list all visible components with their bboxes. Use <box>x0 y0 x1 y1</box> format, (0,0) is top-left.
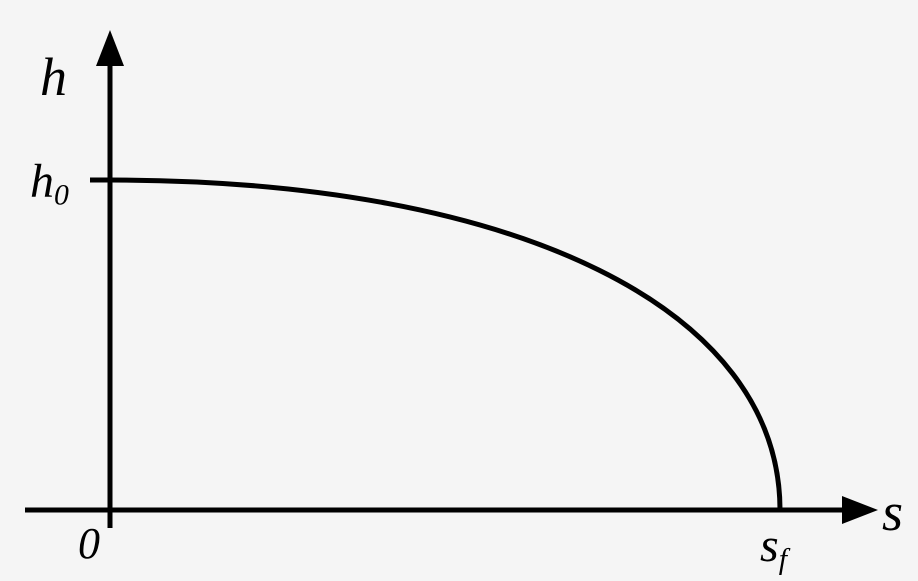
h0-main: h <box>30 155 54 208</box>
y-axis-label: h <box>40 50 67 104</box>
diagram-canvas: h s 0 h0 sf <box>0 0 918 581</box>
sf-sub: f <box>779 542 787 575</box>
plot-svg <box>0 0 918 581</box>
origin-label: 0 <box>78 522 100 566</box>
y-axis-label-text: h <box>40 47 67 107</box>
origin-label-text: 0 <box>78 519 100 568</box>
sf-main: s <box>760 519 779 572</box>
h0-sub: 0 <box>54 178 69 211</box>
h0-label: h0 <box>30 158 69 210</box>
x-axis-label-text: s <box>882 482 903 542</box>
sf-label: sf <box>760 522 787 574</box>
x-axis-label: s <box>882 485 903 539</box>
